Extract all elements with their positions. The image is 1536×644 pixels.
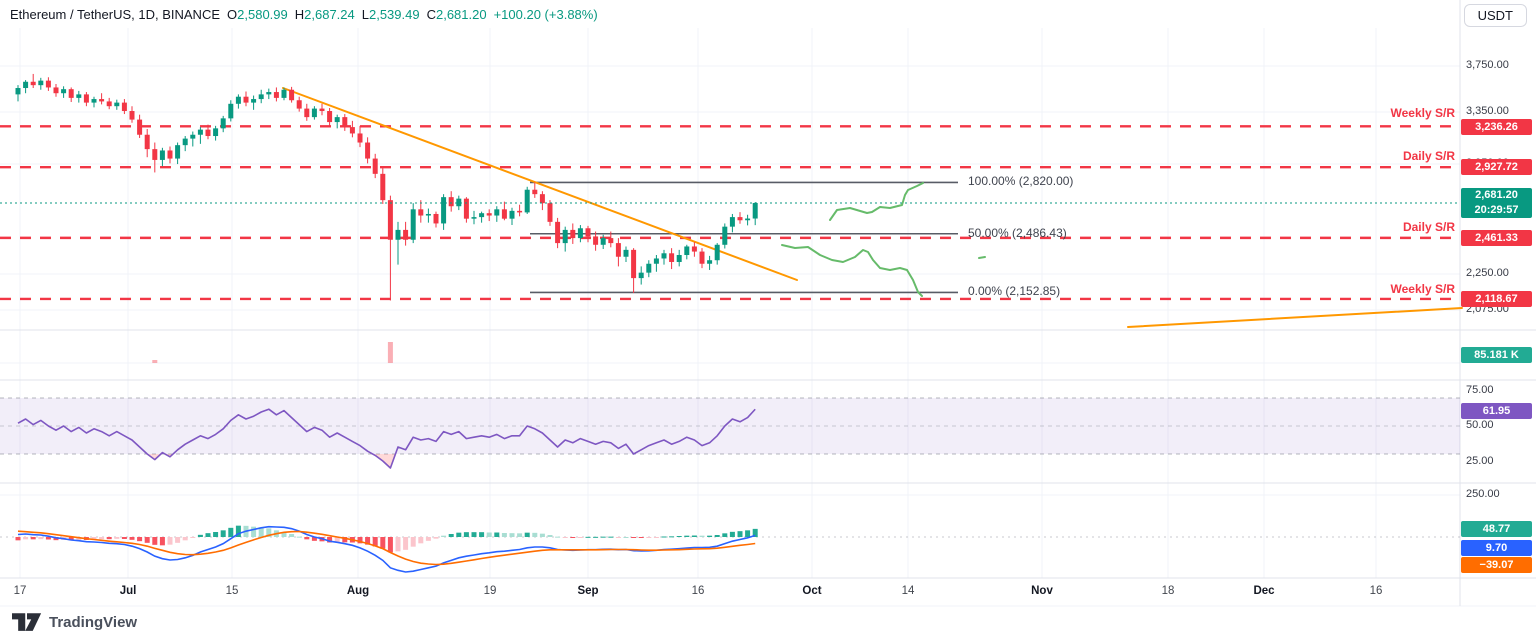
ohlc-key: H: [294, 7, 305, 22]
time-axis-label: 16: [691, 585, 705, 597]
ohlc-key: O: [227, 7, 238, 22]
macd-axis-label: 250.00: [1466, 488, 1500, 500]
current-price-badge: 2,681.20 20:29:57: [1461, 188, 1532, 218]
rsi-oversold-fill: [147, 454, 161, 460]
sr-lines[interactable]: [0, 125, 1460, 301]
ohlc-value: 2,580.99: [237, 7, 288, 22]
price-axis-label: 3,350.00: [1466, 105, 1509, 117]
fib-level-label: 100.00% (2,820.00): [968, 174, 1074, 189]
time-axis-label: 16: [1369, 585, 1383, 597]
trendlines[interactable]: [282, 87, 1463, 328]
macd-pane[interactable]: [0, 483, 1460, 578]
time-axis-label: Nov: [1031, 585, 1053, 597]
brush-drawings[interactable]: [781, 182, 986, 297]
rsi-axis-label: 75.00: [1466, 384, 1494, 396]
macd-badge-1: 9.70: [1461, 540, 1532, 556]
time-axis-label: 14: [901, 585, 915, 597]
time-axis-label: 15: [225, 585, 239, 597]
sr-price-badge: 3,236.26: [1461, 119, 1532, 135]
rsi-axis-label: 50.00: [1466, 419, 1494, 431]
rsi-axis-label: 25.00: [1466, 455, 1494, 467]
time-axis-label: Oct: [802, 585, 822, 597]
grid-layer: [0, 0, 1536, 607]
sr-price-badge: 2,461.33: [1461, 230, 1532, 246]
ohlc-values: O2,580.99 H2,687.24 L2,539.49 C2,681.20: [220, 7, 487, 22]
time-axis-label: 19: [483, 585, 497, 597]
currency-toggle-button[interactable]: USDT: [1463, 4, 1527, 27]
rsi-badge: 61.95: [1461, 403, 1532, 419]
candles-layer: [15, 73, 758, 301]
bar-countdown: 20:29:57: [1474, 204, 1519, 216]
sr-label: Weekly S/R: [1390, 282, 1455, 296]
macd-badge-0: 48.77: [1461, 521, 1532, 537]
volume-pane[interactable]: [0, 330, 1460, 380]
price-axis-label: 2,250.00: [1466, 267, 1509, 279]
sr-price-badge: 2,118.67: [1461, 291, 1532, 307]
ohlc-key: L: [361, 7, 369, 22]
tradingview-logo[interactable]: TradingView: [12, 613, 137, 632]
ohlc-value: 2,681.20: [435, 7, 487, 22]
change-value: +100.20 (+3.88%): [493, 7, 598, 22]
macd-line: [17, 525, 756, 573]
time-axis-label: Sep: [577, 585, 599, 597]
tradingview-logo-icon: [12, 613, 42, 631]
price-axis-label: 3,750.00: [1466, 59, 1509, 71]
fib-level-label: 50.00% (2,486.43): [968, 225, 1067, 240]
sr-label: Weekly S/R: [1390, 106, 1455, 120]
current-price-value: 2,681.20: [1475, 189, 1518, 201]
symbol-title[interactable]: Ethereum / TetherUS, 1D, BINANCE: [10, 7, 221, 22]
time-axis-label: Aug: [346, 585, 370, 597]
fib-retracement[interactable]: [530, 181, 958, 294]
macd-histogram: [15, 525, 758, 553]
ohlc-value: 2,687.24: [304, 7, 355, 22]
symbol-legend[interactable]: Ethereum / TetherUS, 1D, BINANCE O2,580.9…: [10, 7, 598, 22]
time-axis-label: Jul: [119, 585, 137, 597]
main-pane[interactable]: [0, 28, 1460, 330]
tradingview-logo-text: TradingView: [49, 614, 138, 631]
ohlc-key: C: [426, 7, 436, 22]
volume-badge: 85.181 K: [1461, 347, 1532, 363]
rsi-line: [17, 408, 756, 469]
sr-label: Daily S/R: [1402, 149, 1455, 163]
time-axis-label: 18: [1161, 585, 1175, 597]
volume-bars: [152, 342, 393, 363]
macd-signal-line: [17, 530, 756, 566]
ohlc-value: 2,539.49: [368, 7, 420, 22]
sr-price-badge: 2,927.72: [1461, 159, 1532, 175]
macd-badge-2: −39.07: [1461, 557, 1532, 573]
sr-label: Daily S/R: [1402, 220, 1455, 234]
rsi-band: [0, 398, 1460, 454]
time-axis-label: Dec: [1253, 585, 1275, 597]
fib-level-label: 0.00% (2,152.85): [968, 284, 1061, 299]
time-axis-label: 17: [13, 585, 27, 597]
